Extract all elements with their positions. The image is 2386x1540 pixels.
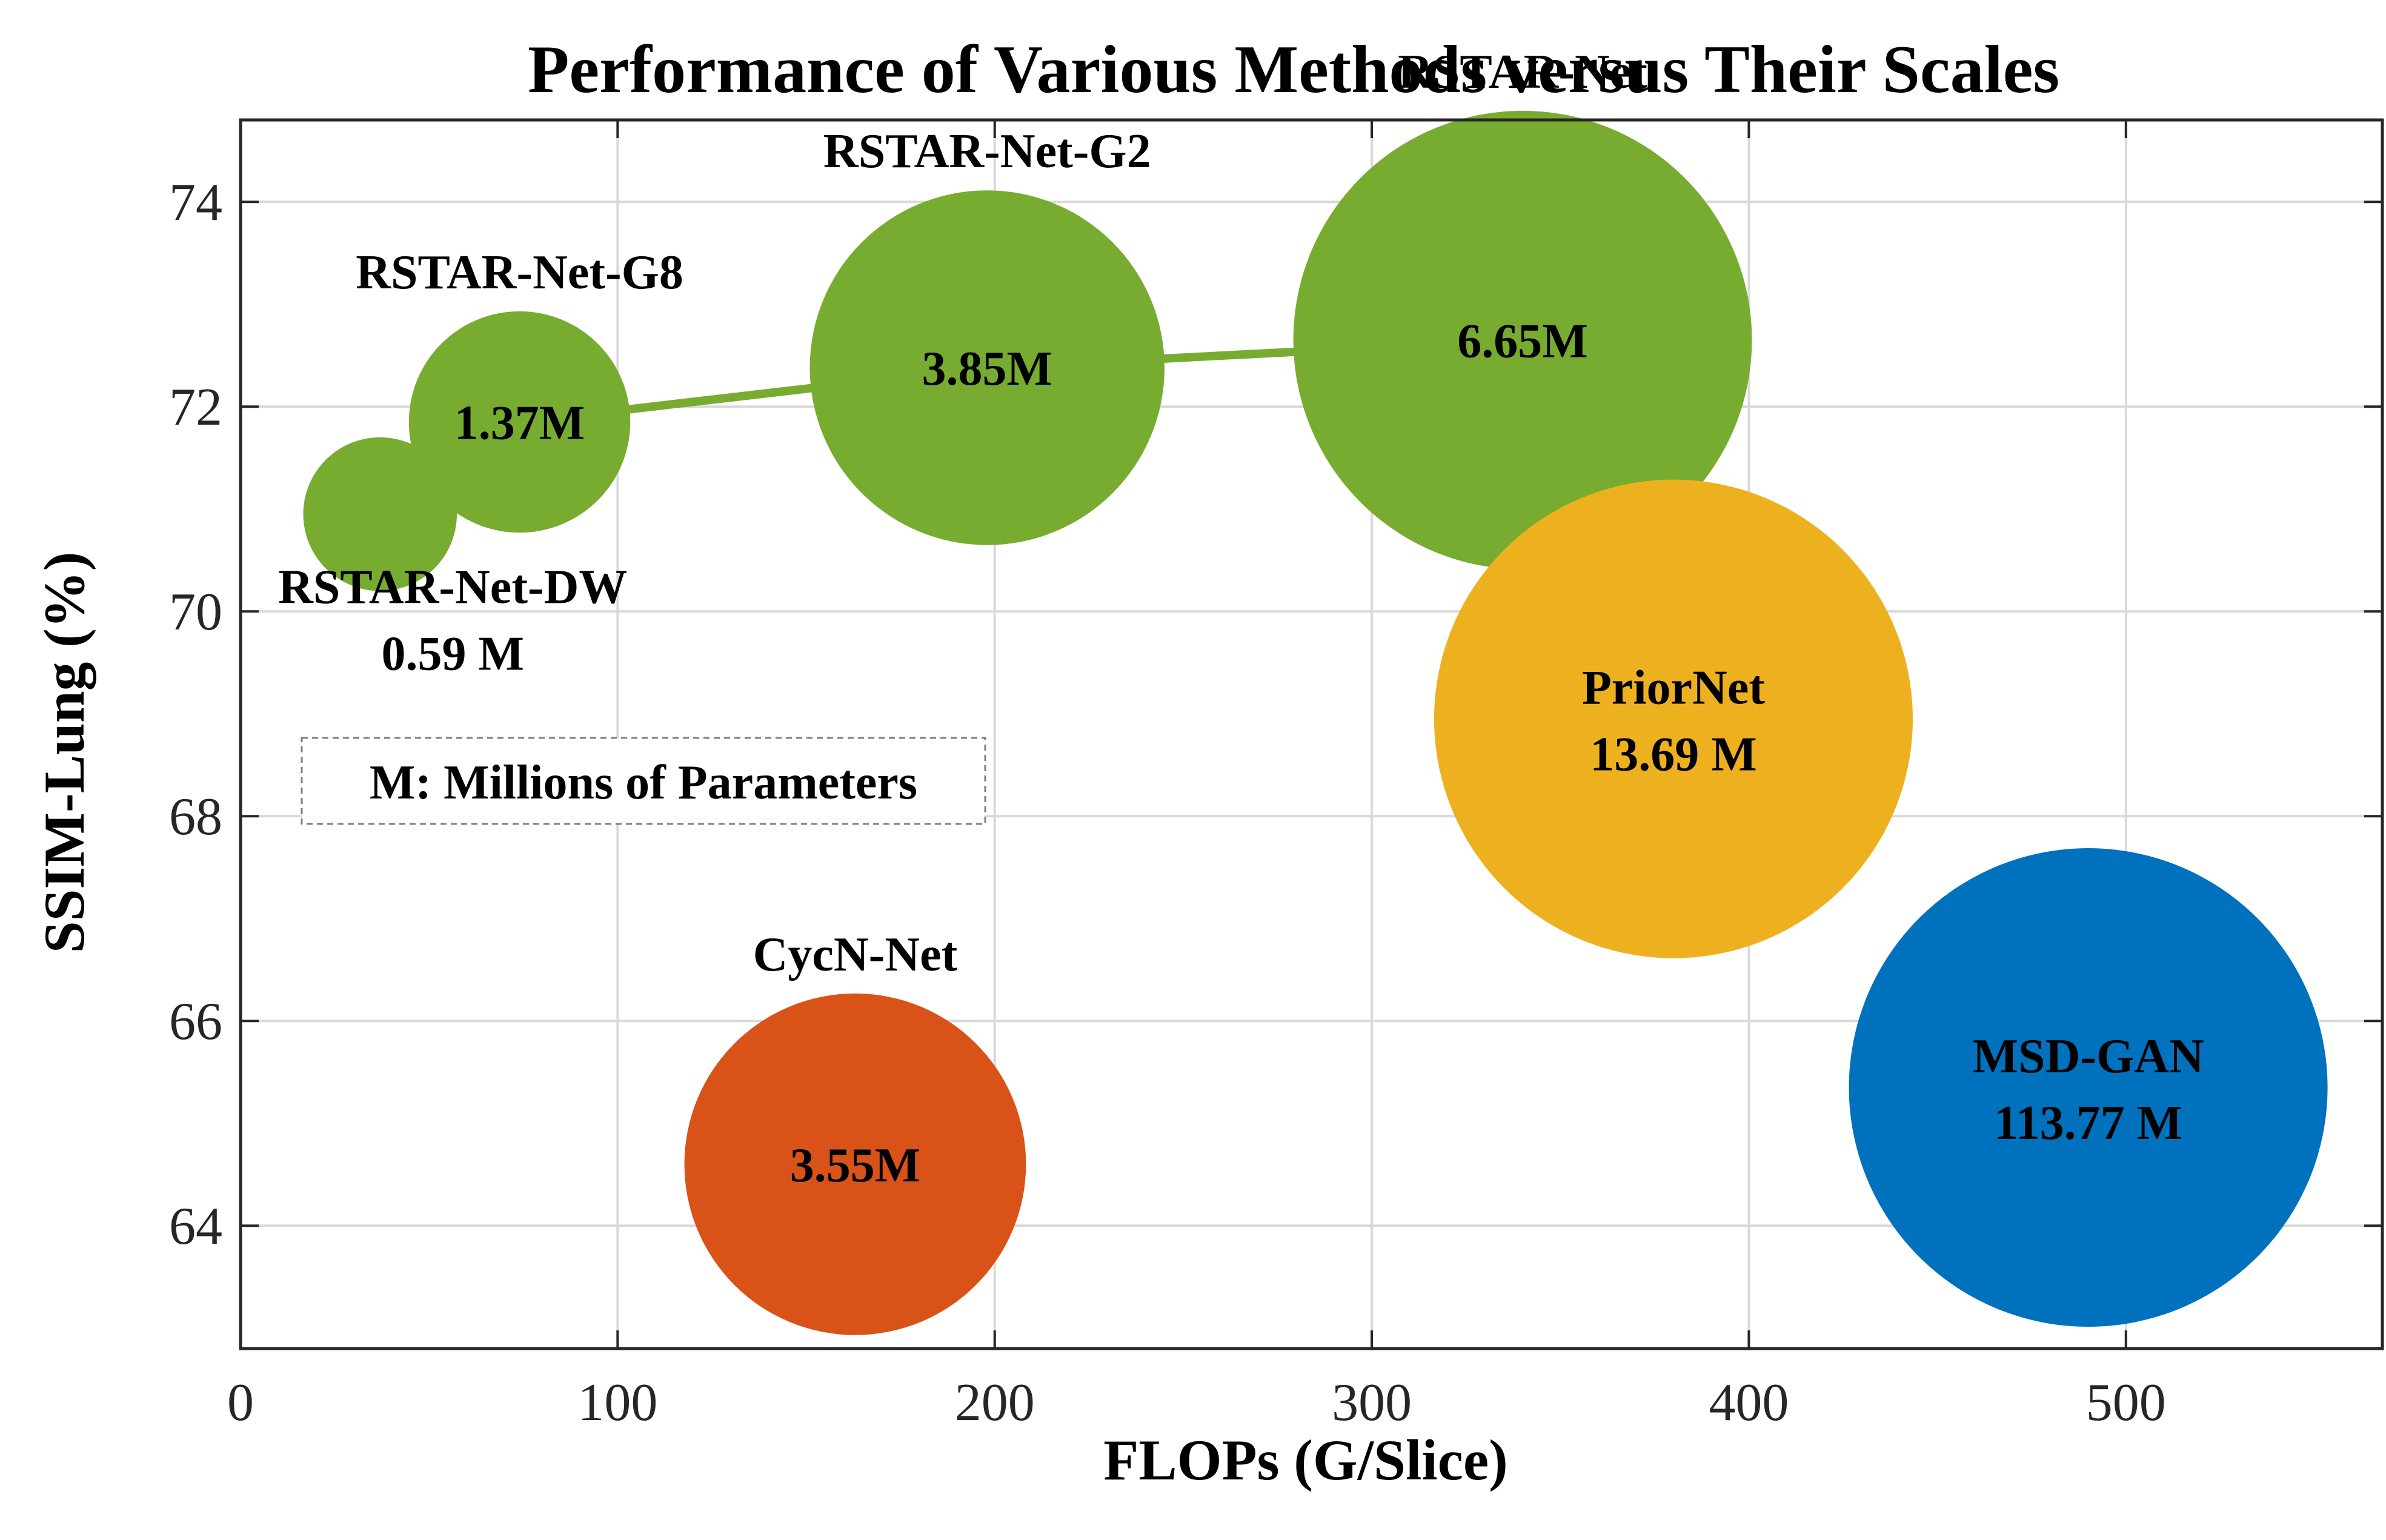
- bubble-labels: RSTAR-Net-DW 0.59 M RSTAR-Net-G8 1.37M RSTAR…: [278, 45, 2204, 1192]
- x-tick-label: 0: [227, 1373, 254, 1432]
- x-tick-label: 100: [577, 1373, 657, 1432]
- chart-title: Performance of Various Methods versus Th…: [528, 32, 2059, 107]
- bubble-name-cycn-net: CycN-Net: [753, 928, 958, 981]
- y-tick-label: 70: [169, 583, 222, 642]
- bubble-params-rstar-net: 6.65M: [1457, 314, 1588, 368]
- legend-note-box: [301, 737, 986, 825]
- bubble-name-msd-gan: MSD-GAN: [1972, 1030, 2204, 1083]
- tick-labels: 0 100 200 300 400 500 64 66 68 70 72 74: [169, 173, 2166, 1432]
- bubble-rstar-net-g8: [408, 311, 631, 533]
- bubble-name-priornet: PriorNet: [1582, 662, 1765, 715]
- bubble-params-rstar-net-g2: 3.85M: [922, 342, 1053, 396]
- x-tick-label: 300: [1332, 1373, 1412, 1432]
- bubble-msd-gan: [1849, 848, 2328, 1327]
- axis-ticks: [239, 120, 2382, 1349]
- bubble-params-priornet: 13.69 M: [1590, 728, 1757, 782]
- y-tick-label: 74: [169, 173, 222, 232]
- bubbles: [303, 110, 2328, 1335]
- x-tick-label: 500: [2086, 1373, 2166, 1432]
- plot-frame: [239, 118, 2384, 1350]
- y-tick-label: 64: [169, 1197, 222, 1256]
- y-tick-label: 68: [169, 788, 222, 846]
- bubble-params-rstar-net-g8: 1.37M: [454, 397, 585, 450]
- y-axis-label: SSIM-Lung (%): [32, 552, 96, 954]
- bubble-rstar-net-dw: [303, 437, 457, 591]
- bubble-rstar-net: [1293, 110, 1752, 569]
- bubble-params-cycn-net: 3.55M: [790, 1139, 921, 1192]
- bubble-rstar-net-g2: [809, 190, 1165, 545]
- bubble-name-rstar-net-dw: RSTAR-Net-DW: [278, 561, 627, 614]
- x-axis-label: FLOPs (G/Slice): [1103, 1428, 1508, 1492]
- bubble-priornet: [1434, 479, 1913, 958]
- bubble-cycn-net: [684, 993, 1026, 1335]
- bubble-params-msd-gan: 113.77 M: [1994, 1097, 2182, 1150]
- legend-note-text: M: Millions of Parameters: [370, 756, 917, 809]
- bubble-params-rstar-net-dw: 0.59 M: [382, 628, 525, 681]
- legend-note: M: Millions of Parameters: [301, 737, 986, 825]
- x-tick-label: 400: [1709, 1373, 1789, 1432]
- y-tick-label: 72: [169, 378, 222, 437]
- x-tick-label: 200: [955, 1373, 1035, 1432]
- y-tick-label: 66: [169, 992, 222, 1051]
- bubble-name-rstar-net-g2: RSTAR-Net-G2: [823, 125, 1151, 178]
- bubble-name-rstar-net: RSTAR-Net: [1398, 45, 1647, 99]
- bubble-name-rstar-net-g8: RSTAR-Net-G8: [356, 246, 683, 299]
